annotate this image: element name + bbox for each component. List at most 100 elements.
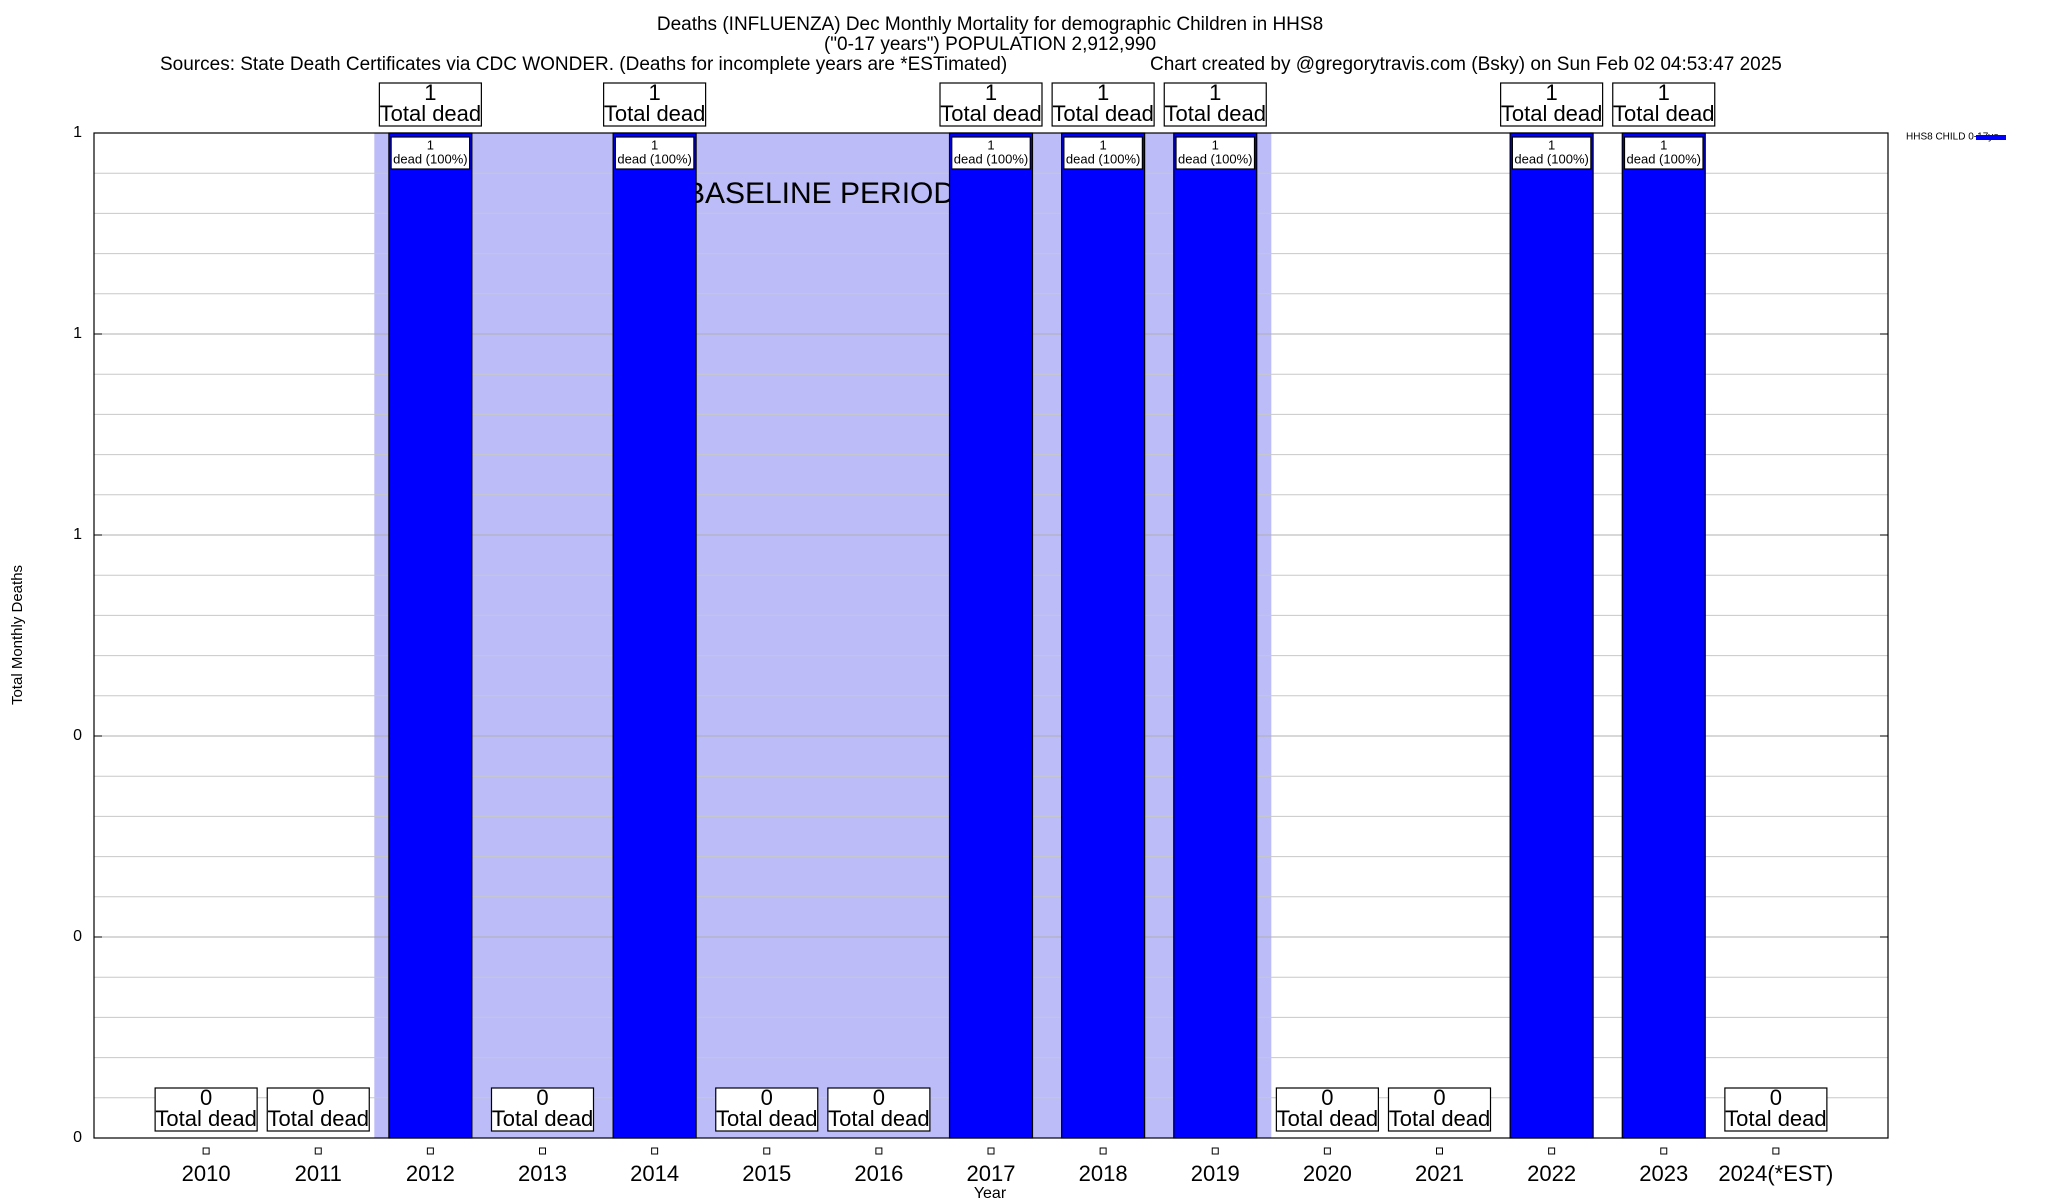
value-label: 0 (761, 1085, 773, 1110)
x-tick-label: 2022 (1527, 1161, 1576, 1186)
x-tick-marker (651, 1147, 659, 1155)
bar (612, 132, 697, 1139)
legend-label: HHS8 CHILD 0-17yo (1906, 132, 1999, 143)
x-tick-label: 2020 (1303, 1161, 1352, 1186)
total-label: Total dead (1164, 101, 1266, 126)
total-label: Total dead (155, 1106, 257, 1131)
x-tick-label: 2010 (182, 1161, 231, 1186)
x-tick-marker (1548, 1147, 1556, 1155)
y-tick-label: 0 (73, 1129, 82, 1146)
total-label-box (715, 1087, 819, 1132)
x-tick-label: 2011 (295, 1161, 342, 1186)
x-tick-marker (314, 1147, 322, 1155)
total-label: Total dead (1501, 101, 1603, 126)
inner-label-box (1063, 136, 1143, 170)
total-label-box (266, 1087, 370, 1132)
x-tick-label: 2024(*EST) (1718, 1161, 1833, 1186)
x-tick-marker (426, 1147, 434, 1155)
x-tick-marker (1436, 1147, 1443, 1155)
bar (388, 132, 473, 1139)
value-label: 1 (1546, 80, 1558, 105)
total-label: Total dead (1389, 1106, 1491, 1131)
bar (1509, 132, 1594, 1139)
bar (1061, 132, 1146, 1139)
x-tick-label: 2016 (854, 1161, 903, 1186)
total-label-box (1275, 1087, 1379, 1132)
x-tick-label: 2014 (630, 1161, 679, 1186)
legend-swatch (1976, 135, 2006, 140)
x-tick-marker (1099, 1147, 1107, 1155)
x-tick-label: 2015 (742, 1161, 791, 1186)
value-label: 1 (1209, 80, 1221, 105)
credit: Chart created by @gregorytravis.com (Bsk… (1150, 54, 1782, 75)
chart-title: Deaths (INFLUENZA) Dec Monthly Mortality… (657, 14, 1323, 35)
value-label: 0 (1770, 1085, 1782, 1110)
y-tick-label: 0 (73, 928, 82, 945)
bar (1173, 132, 1258, 1139)
inner-label-box (951, 136, 1031, 170)
inner-value-label: 1 (1212, 137, 1219, 152)
value-label: 0 (1433, 1085, 1445, 1110)
chart-subtitle: ("0-17 years") POPULATION 2,912,990 (824, 34, 1156, 55)
x-tick-marker (1323, 1147, 1331, 1155)
inner-value-label: 1 (1660, 137, 1667, 152)
inner-label-box (1175, 136, 1256, 170)
x-tick-marker (1660, 1147, 1668, 1155)
value-label: 1 (1097, 80, 1109, 105)
inner-label-box (390, 136, 471, 170)
value-label: 0 (873, 1085, 885, 1110)
x-tick-label: 2013 (518, 1161, 567, 1186)
total-label-box (1500, 82, 1604, 127)
x-tick-marker (875, 1147, 883, 1155)
inner-label: dead (100%) (1514, 151, 1588, 166)
value-label: 0 (536, 1085, 548, 1110)
y-tick-label: 0 (73, 727, 82, 744)
inner-label: dead (100%) (954, 151, 1028, 166)
value-label: 1 (424, 80, 436, 105)
inner-label-box (1511, 136, 1592, 170)
inner-label: dead (100%) (1178, 151, 1252, 166)
x-tick-marker (763, 1147, 771, 1155)
sources: Sources: State Death Certificates via CD… (160, 54, 1007, 75)
value-label: 1 (649, 80, 661, 105)
bar (948, 132, 1034, 1139)
total-label-box (939, 82, 1043, 127)
x-tick-label: 2023 (1639, 1161, 1688, 1186)
total-label: Total dead (1052, 101, 1154, 126)
value-label: 0 (312, 1085, 324, 1110)
x-tick-label: 2017 (967, 1161, 1016, 1186)
x-tick-marker (202, 1147, 210, 1155)
total-label: Total dead (380, 101, 482, 126)
inner-value-label: 1 (1100, 137, 1107, 152)
x-tick-label: 2018 (1079, 1161, 1128, 1186)
y-tick-label: 1 (73, 325, 82, 342)
inner-label: dead (100%) (393, 151, 467, 166)
baseline-label: BASELINE PERIOD (685, 177, 955, 210)
y-axis-label: Total Monthly Deaths (9, 565, 26, 705)
x-tick-label: 2019 (1191, 1161, 1240, 1186)
total-label: Total dead (716, 1106, 818, 1131)
inner-label-box (614, 136, 695, 170)
inner-value-label: 1 (651, 137, 658, 152)
value-label: 0 (200, 1085, 212, 1110)
total-label: Total dead (828, 1106, 930, 1131)
inner-label-box (1623, 136, 1704, 170)
total-label-box (603, 82, 707, 127)
x-tick-label: 2021 (1415, 1161, 1464, 1186)
total-label-box (1724, 1087, 1828, 1132)
total-label-box (1051, 82, 1155, 127)
value-label: 0 (1321, 1085, 1333, 1110)
value-label: 1 (985, 80, 997, 105)
value-label: 1 (1658, 80, 1670, 105)
inner-value-label: 1 (1548, 137, 1555, 152)
total-label: Total dead (1725, 1106, 1827, 1131)
total-label-box (1387, 1087, 1492, 1132)
inner-label: dead (100%) (617, 151, 691, 166)
total-label: Total dead (1613, 101, 1715, 126)
inner-label: dead (100%) (1627, 151, 1701, 166)
x-tick-marker (1211, 1147, 1219, 1155)
bar (1621, 132, 1706, 1139)
total-label: Total dead (604, 101, 706, 126)
total-label: Total dead (1277, 1106, 1379, 1131)
